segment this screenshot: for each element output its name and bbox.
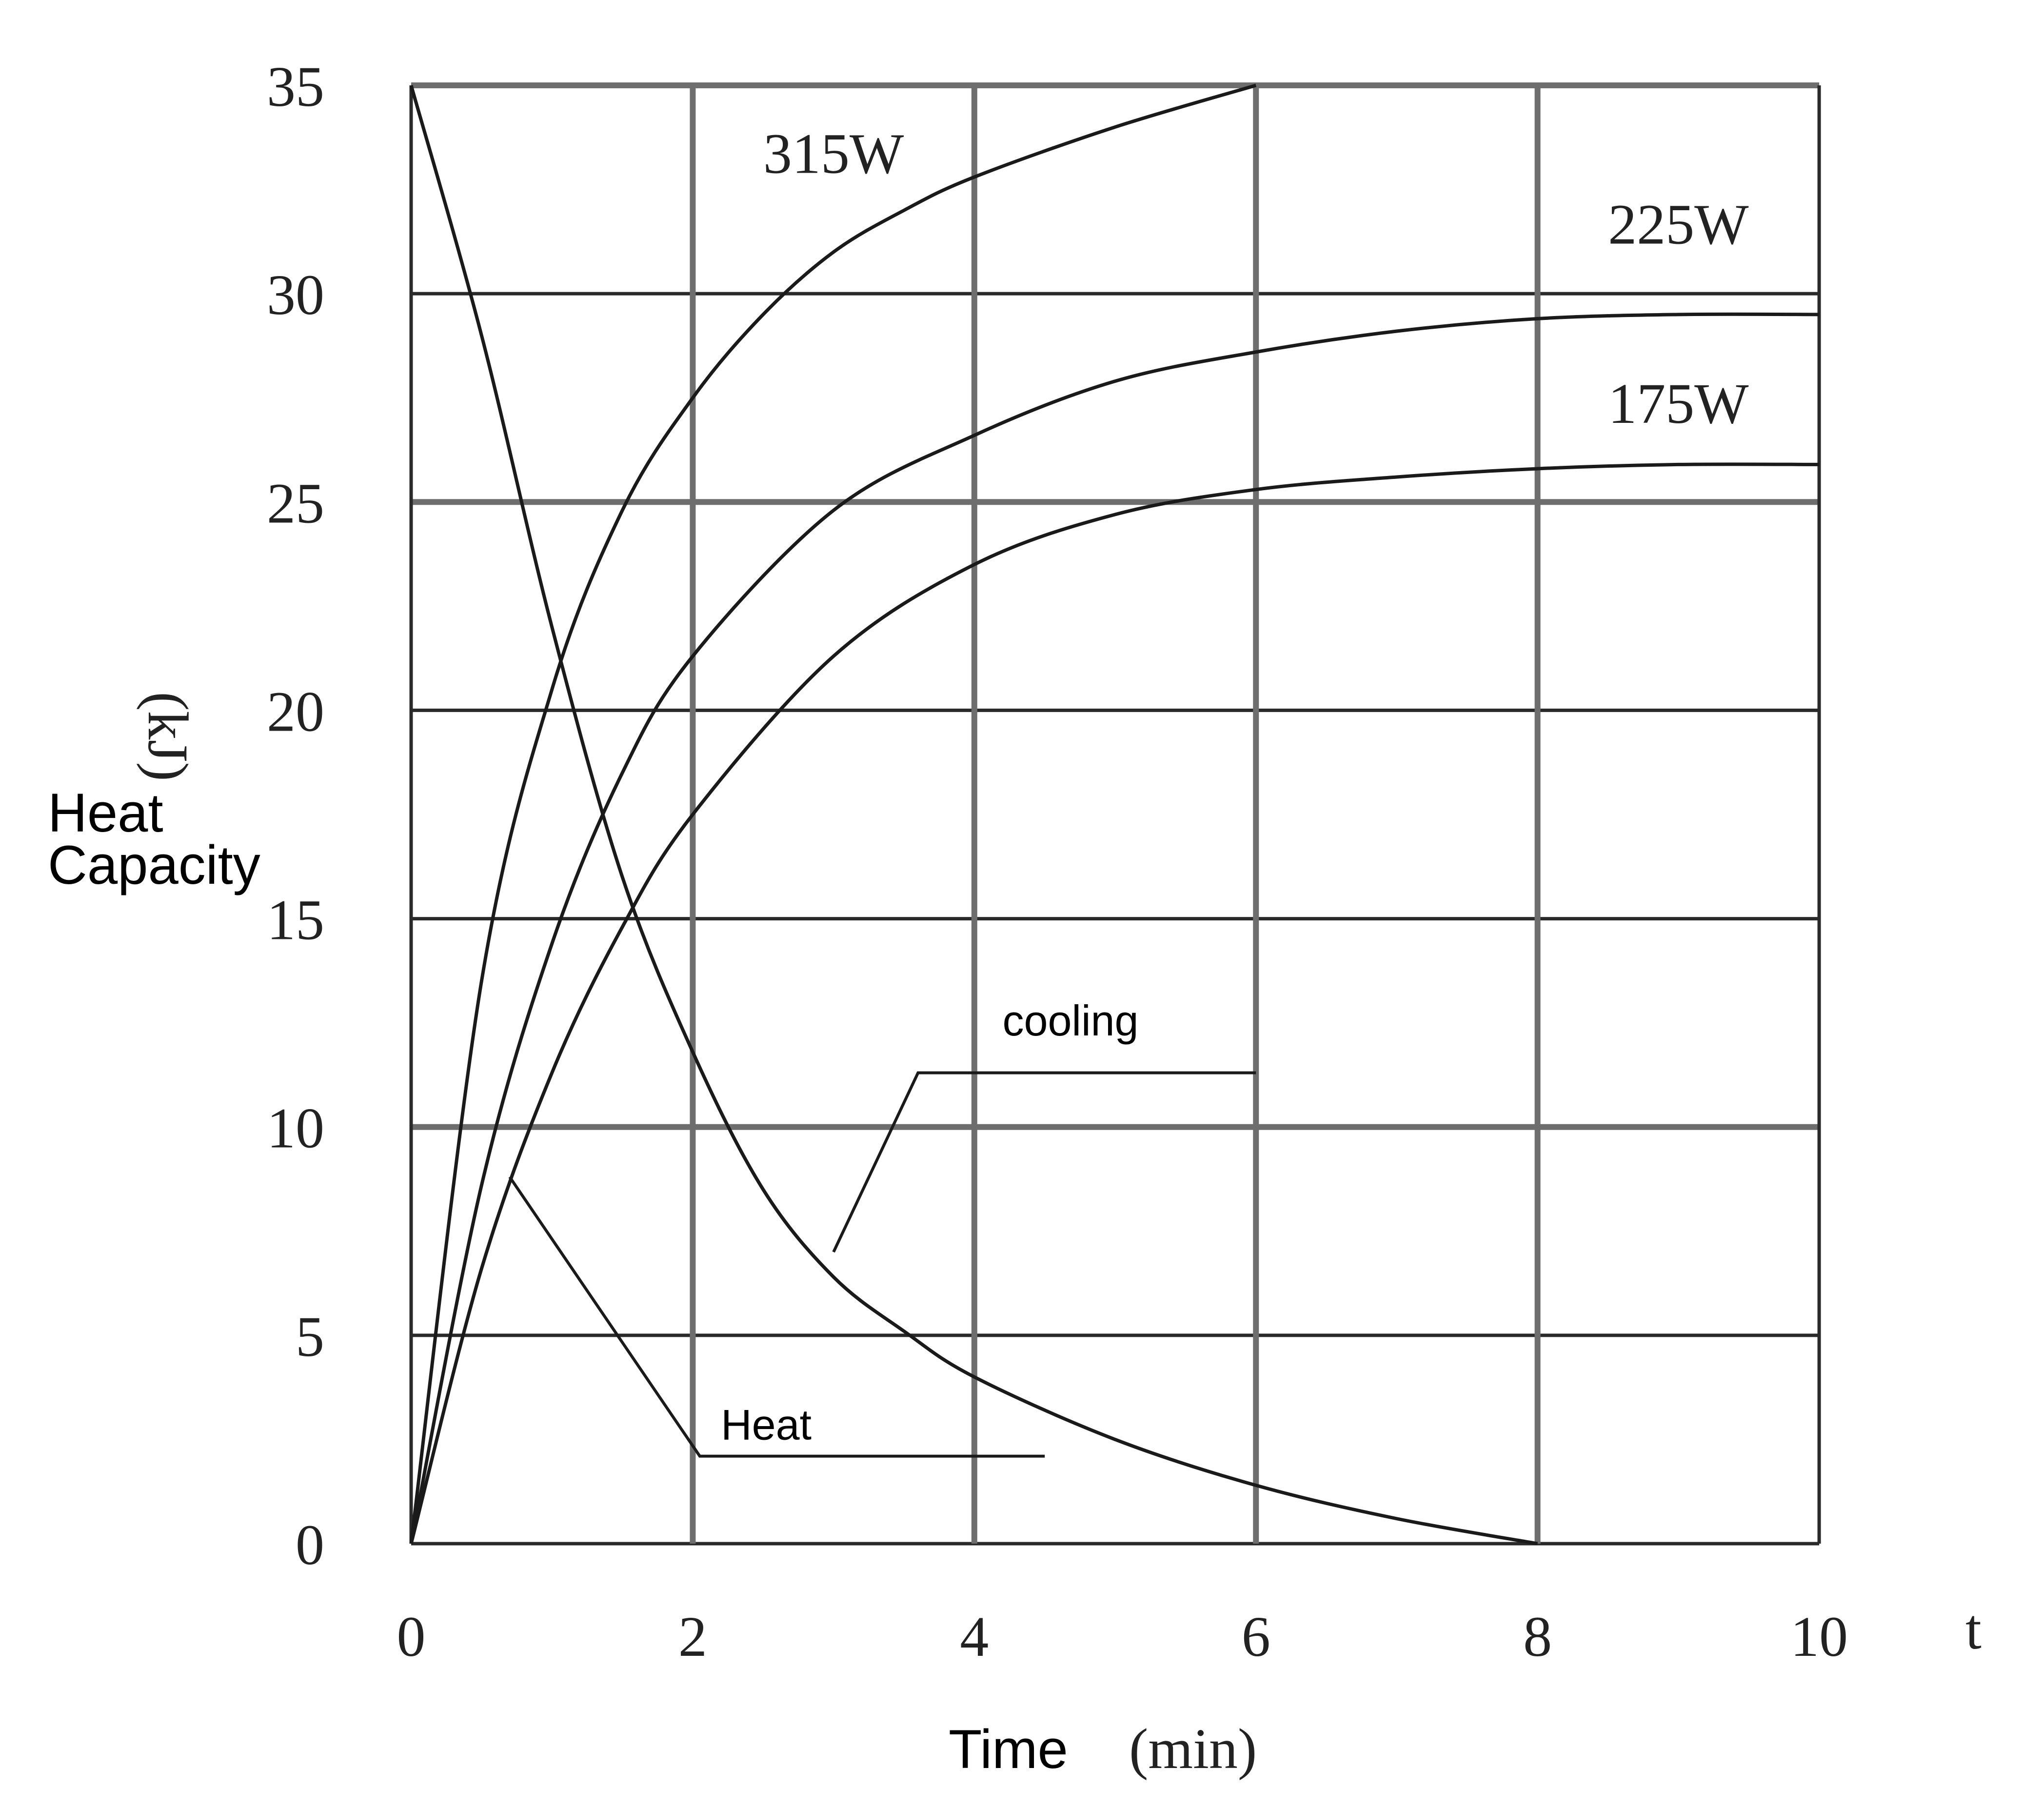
leader-line-heat	[508, 1176, 1045, 1458]
series-labels: 315W 225W 175W cooling Heat	[721, 121, 1749, 1449]
x-axis-symbol: t	[1965, 1597, 1982, 1661]
x-tick-label: 10	[1790, 1605, 1848, 1669]
series-line-175w	[409, 462, 1820, 1544]
annotation-cooling: cooling	[1003, 996, 1139, 1045]
leaders	[508, 1071, 1256, 1458]
series-line-cooling	[409, 85, 1538, 1546]
y-tick-label: 35	[267, 55, 324, 119]
x-tick-label: 6	[1242, 1605, 1270, 1669]
curves	[409, 83, 1820, 1546]
grid	[409, 82, 1821, 1546]
y-tick-label: 10	[267, 1096, 324, 1160]
y-unit-label: (kJ)	[136, 692, 200, 781]
annotation-175w: 175W	[1608, 372, 1749, 436]
series-line-225w	[409, 312, 1820, 1544]
leader-line-cooling	[832, 1071, 1256, 1253]
x-tick-label: 8	[1523, 1605, 1552, 1669]
y-tick-label: 0	[296, 1513, 324, 1577]
x-tick-label: 0	[397, 1605, 426, 1669]
y-tick-label: 30	[267, 263, 324, 327]
x-axis-title: Time	[949, 1719, 1068, 1780]
y-tick-label: 15	[267, 888, 324, 952]
y-tick-label: 25	[267, 471, 324, 535]
y-axis-title-line-1: Heat	[48, 782, 163, 843]
x-tick-label: 4	[960, 1605, 989, 1669]
x-tick-label: 2	[678, 1605, 707, 1669]
annotation-315w: 315W	[763, 121, 904, 185]
series-line-315w	[409, 83, 1257, 1544]
tick-labels: 0 5 10 15 20 25 30 35 0 2 4 6 8 10	[267, 55, 1848, 1669]
y-tick-label: 20	[267, 679, 324, 743]
y-axis-title-line-2: Capacity	[48, 834, 260, 895]
x-unit-label: (min)	[1129, 1717, 1257, 1781]
y-tick-label: 5	[296, 1305, 324, 1369]
annotation-225w: 225W	[1608, 193, 1749, 257]
annotation-heat: Heat	[721, 1400, 812, 1449]
